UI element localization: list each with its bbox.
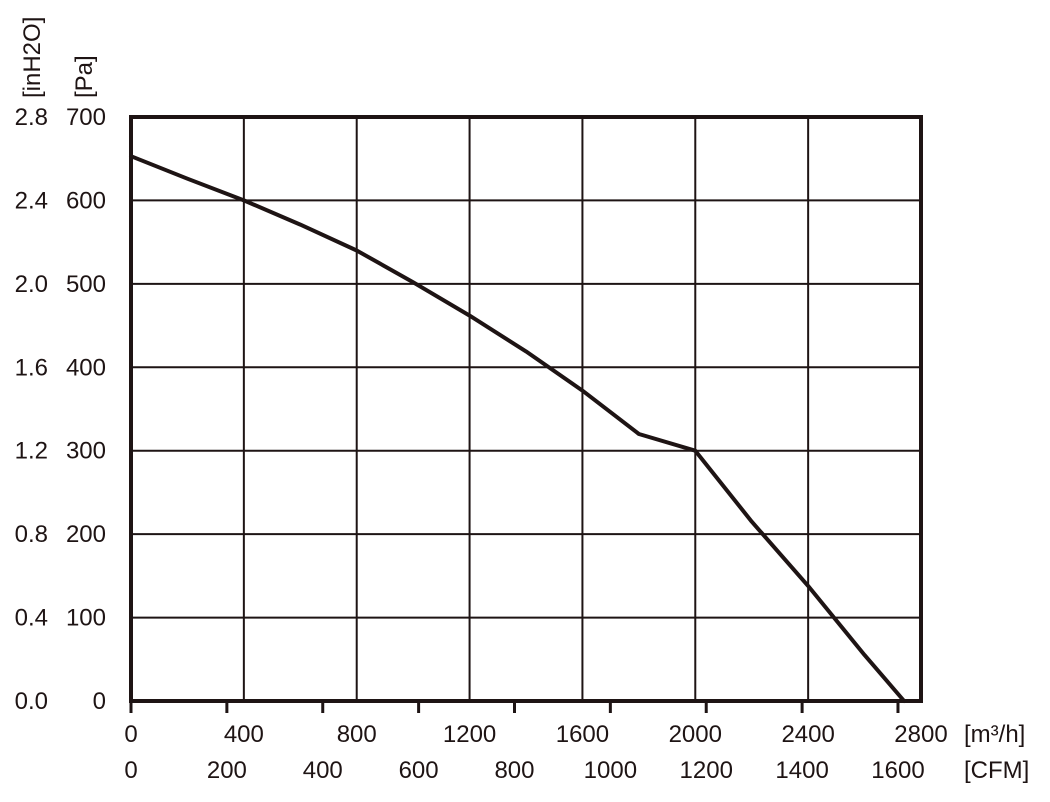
- x-tick-label-m3h: 0: [124, 721, 137, 748]
- y-tick-label-pa: 300: [66, 438, 106, 465]
- y-axis-pa-labels: 0 100 200 300 400 500 600 700: [66, 104, 106, 715]
- y-tick-label-inh2o: 1.6: [15, 354, 48, 381]
- chart-series: [129, 154, 907, 703]
- pressure-flow-curve: [129, 154, 907, 703]
- x-tick-label-m3h: 2000: [669, 721, 722, 748]
- x-tick-label-cfm: 1000: [584, 757, 637, 784]
- y-axis-inh2o-labels: 0.0 0.4 0.8 1.2 1.6 2.0 2.4 2.8: [15, 104, 48, 715]
- x-tick-label-cfm: 600: [399, 757, 439, 784]
- y-tick-label-inh2o: 2.0: [15, 271, 48, 298]
- y-tick-label-inh2o: 0.4: [15, 605, 48, 632]
- y-tick-label-pa: 200: [66, 521, 106, 548]
- x-tick-label-m3h: 400: [224, 721, 264, 748]
- y-axis-inh2o-unit: [inH2O]: [19, 17, 46, 98]
- y-tick-label-inh2o: 0.8: [15, 521, 48, 548]
- x-axis-m3h-unit: [m³/h]: [964, 721, 1025, 748]
- y-tick-label-pa: 100: [66, 605, 106, 632]
- y-tick-label-inh2o: 0.0: [15, 688, 48, 715]
- x-tick-label-cfm: 200: [207, 757, 247, 784]
- x-tick-label-cfm: 1200: [680, 757, 733, 784]
- x-tick-label-m3h: 1600: [556, 721, 609, 748]
- y-tick-label-pa: 500: [66, 271, 106, 298]
- x-tick-label-cfm: 1600: [871, 757, 924, 784]
- y-tick-label-pa: 400: [66, 354, 106, 381]
- y-tick-label-pa: 0: [93, 688, 106, 715]
- x-axis-cfm-labels: 0 200 400 600 800 1000 1200 1400 1600: [124, 757, 924, 784]
- x-tick-label-m3h: 800: [337, 721, 377, 748]
- y-tick-label-pa: 600: [66, 187, 106, 214]
- x-tick-label-m3h: 2400: [781, 721, 834, 748]
- x-tick-label-cfm: 1400: [775, 757, 828, 784]
- plot-frame: [129, 115, 923, 703]
- y-axis-pa-unit: [Pa]: [71, 55, 98, 98]
- x-tick-label-m3h: 2800: [894, 721, 947, 748]
- x-axis-cfm-unit: [CFM]: [964, 757, 1029, 784]
- y-tick-label-pa: 700: [66, 104, 106, 131]
- x-tick-label-cfm: 0: [124, 757, 137, 784]
- x-axis-m3h-labels: 0 400 800 1200 1600 2000 2400 2800: [124, 721, 947, 748]
- x-tick-label-cfm: 400: [303, 757, 343, 784]
- x-tick-label-m3h: 1200: [443, 721, 496, 748]
- x-tick-label-cfm: 800: [494, 757, 534, 784]
- y-tick-label-inh2o: 2.8: [15, 104, 48, 131]
- y-tick-label-inh2o: 1.2: [15, 438, 48, 465]
- chart-grid: [131, 117, 921, 701]
- y-tick-label-inh2o: 2.4: [15, 187, 48, 214]
